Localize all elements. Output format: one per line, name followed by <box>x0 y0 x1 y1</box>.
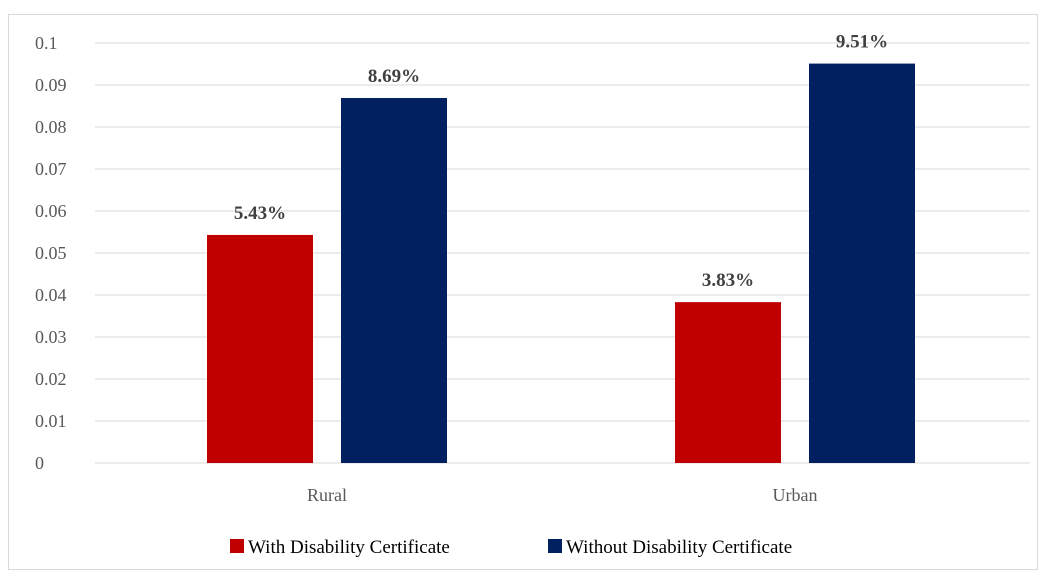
data-label: 8.69% <box>368 66 420 87</box>
bar-rural-series-1 <box>207 234 313 463</box>
data-label: 5.43% <box>234 203 286 224</box>
data-labels: 5.43% 8.69% 3.83% 9.51% <box>234 32 888 292</box>
y-tick-label: 0.02 <box>35 369 67 389</box>
y-tick-label: 0.03 <box>35 327 67 347</box>
y-tick-label: 0.01 <box>35 411 67 431</box>
data-label: 3.83% <box>702 270 754 291</box>
y-tick-label: 0.08 <box>35 117 67 137</box>
bars <box>207 63 915 464</box>
y-axis-ticks: 0 0.01 0.02 0.03 0.04 0.05 0.06 0.07 0.08 0.09 0.1 <box>35 33 67 473</box>
legend-swatch <box>230 539 244 553</box>
x-category-label: Urban <box>773 485 818 505</box>
y-tick-label: 0.1 <box>35 33 58 53</box>
x-axis-categories: Rural Urban <box>307 485 817 505</box>
y-tick-label: 0 <box>35 453 44 473</box>
legend: With Disability Certificate Without Disab… <box>230 537 792 558</box>
bar-urban-series-2 <box>809 63 915 463</box>
x-category-label: Rural <box>307 485 347 505</box>
y-tick-label: 0.06 <box>35 201 67 221</box>
data-label: 9.51% <box>836 32 888 53</box>
y-tick-label: 0.04 <box>35 285 67 305</box>
y-tick-label: 0.09 <box>35 75 67 95</box>
legend-swatch <box>548 539 562 553</box>
y-tick-label: 0.07 <box>35 159 67 179</box>
legend-label: Without Disability Certificate <box>566 537 792 558</box>
y-tick-label: 0.05 <box>35 243 67 263</box>
bar-urban-series-1 <box>675 302 781 463</box>
legend-label: With Disability Certificate <box>248 537 450 558</box>
bar-rural-series-2 <box>341 98 447 464</box>
